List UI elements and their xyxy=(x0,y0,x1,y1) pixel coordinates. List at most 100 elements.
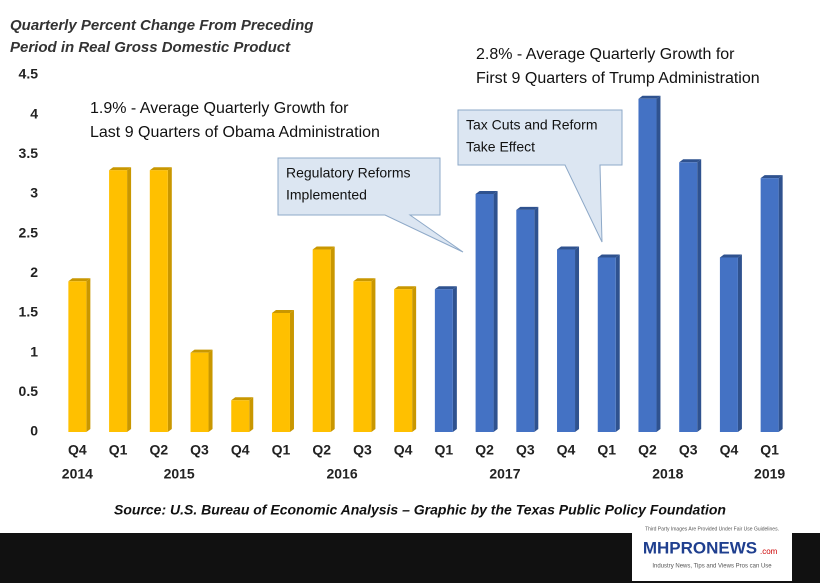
x-tick-label: Q3 xyxy=(190,442,209,458)
y-tick-label: 1.5 xyxy=(19,304,39,320)
callout-text: Implemented xyxy=(286,187,367,203)
x-tick-label: Q4 xyxy=(68,442,87,458)
y-tick-label: 2.5 xyxy=(19,224,39,240)
bar xyxy=(597,257,616,432)
bar xyxy=(679,162,698,432)
x-group-label: 2018 xyxy=(652,466,683,482)
chart-title: Period in Real Gross Domestic Product xyxy=(10,39,291,56)
bar xyxy=(719,257,738,432)
bar-top xyxy=(312,246,335,250)
logo-suffix: .com xyxy=(760,547,778,556)
bar xyxy=(516,209,535,432)
x-tick-label: Q1 xyxy=(109,442,128,458)
bar-side xyxy=(208,349,213,432)
chart-title: Quarterly Percent Change From Preceding xyxy=(10,17,313,34)
bar-top xyxy=(68,278,91,282)
bar xyxy=(394,289,413,432)
fair-use: Third Party Images Are Provided Under Fa… xyxy=(645,526,779,532)
bar-top xyxy=(149,167,172,171)
bar xyxy=(760,178,779,432)
y-tick-label: 1 xyxy=(30,343,38,359)
bar-side xyxy=(737,254,742,432)
x-tick-label: Q4 xyxy=(720,442,739,458)
bar-top xyxy=(190,349,213,353)
x-tick-label: Q3 xyxy=(353,442,372,458)
source: Source: U.S. Bureau of Economic Analysis… xyxy=(114,502,726,518)
x-tick-label: Q3 xyxy=(679,442,698,458)
x-tick-label: Q4 xyxy=(557,442,576,458)
y-tick-label: 2 xyxy=(30,264,38,280)
x-group-label: 2016 xyxy=(326,466,357,482)
callout-text: Take Effect xyxy=(466,139,535,155)
bar xyxy=(434,289,453,432)
x-tick-label: Q1 xyxy=(597,442,616,458)
callout-text: Tax Cuts and Reform xyxy=(466,117,598,133)
bar xyxy=(353,281,372,432)
bar-top xyxy=(597,254,620,258)
bar-top xyxy=(638,95,661,99)
bar-side xyxy=(167,167,172,432)
bar-top xyxy=(516,206,539,210)
x-group-label: 2019 xyxy=(754,466,785,482)
x-group-label: 2017 xyxy=(489,466,520,482)
bar-side xyxy=(289,310,294,432)
bar-side xyxy=(249,397,254,432)
x-tick-label: Q2 xyxy=(149,442,168,458)
bar-side xyxy=(534,206,539,432)
bar-side xyxy=(656,95,661,433)
bar-top xyxy=(353,278,376,282)
bar xyxy=(271,313,290,432)
bar xyxy=(149,170,168,432)
bar xyxy=(475,194,494,432)
y-tick-label: 4 xyxy=(30,105,38,121)
bar xyxy=(557,249,576,432)
logo-box xyxy=(632,523,792,581)
callout xyxy=(457,109,623,243)
bar-side xyxy=(412,286,417,432)
bar-side xyxy=(86,278,91,432)
bar-top xyxy=(760,175,783,179)
bar xyxy=(638,98,657,433)
bar-top xyxy=(231,397,254,401)
y-tick-label: 3.5 xyxy=(19,145,39,161)
bar-top xyxy=(434,286,457,290)
x-tick-label: Q2 xyxy=(638,442,657,458)
x-tick-label: Q4 xyxy=(394,442,413,458)
bar-top xyxy=(109,167,132,171)
bar xyxy=(312,249,331,432)
tagline: Industry News, Tips and Views Pros can U… xyxy=(652,564,772,570)
x-tick-label: Q1 xyxy=(435,442,454,458)
y-tick-label: 4.5 xyxy=(19,66,39,82)
bar-side xyxy=(697,159,702,432)
bar xyxy=(109,170,128,432)
x-group-label: 2014 xyxy=(62,466,93,482)
x-tick-label: Q2 xyxy=(475,442,494,458)
x-tick-label: Q1 xyxy=(760,442,779,458)
bar-side xyxy=(778,175,783,432)
bar-top xyxy=(719,254,742,258)
annotation: 1.9% - Average Quarterly Growth for xyxy=(90,100,349,117)
bar-side xyxy=(493,191,498,432)
x-group-label: 2015 xyxy=(164,466,195,482)
bar xyxy=(190,352,209,432)
bar-side xyxy=(330,246,335,432)
x-tick-label: Q1 xyxy=(272,442,291,458)
bar-side xyxy=(615,254,620,432)
bar-top xyxy=(679,159,702,163)
callout-text: Regulatory Reforms xyxy=(286,165,411,181)
bar xyxy=(68,281,87,432)
bar-top xyxy=(475,191,498,194)
bar-top xyxy=(557,246,580,250)
bar xyxy=(231,400,250,432)
bar-side xyxy=(371,278,376,432)
logo: MHPRONEWS xyxy=(643,538,757,557)
bar-side xyxy=(452,286,457,432)
y-tick-label: 0 xyxy=(30,423,38,439)
bar-top xyxy=(271,310,294,313)
callout xyxy=(277,157,464,253)
x-tick-label: Q2 xyxy=(312,442,331,458)
y-tick-label: 3 xyxy=(30,185,38,201)
bar-side xyxy=(575,246,580,432)
bar-top xyxy=(394,286,417,290)
